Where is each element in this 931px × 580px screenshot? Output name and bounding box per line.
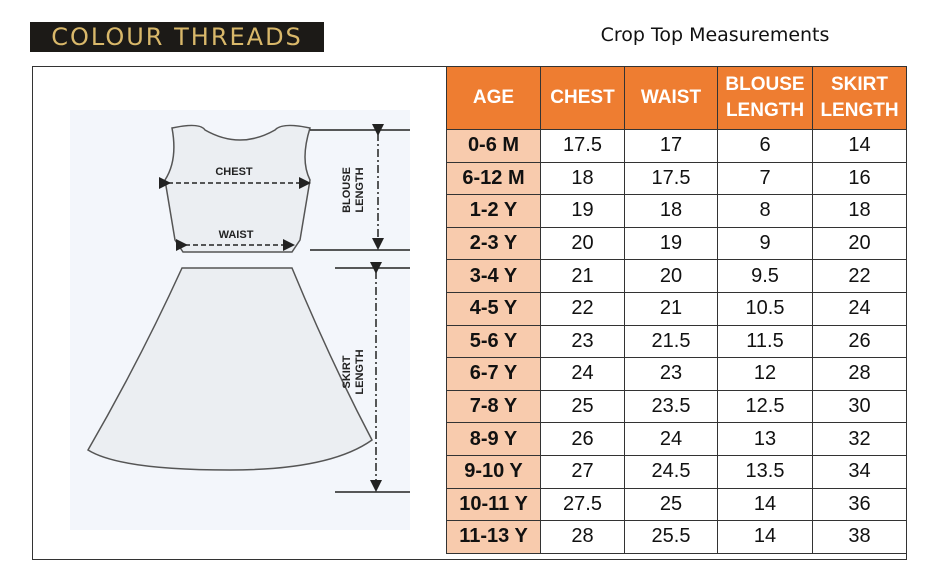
header-cell: WAIST: [624, 66, 718, 130]
measurement-cell: 22: [540, 291, 625, 326]
skirt-shape: [86, 267, 373, 471]
table-row: 6-12 M 18 17.5 7 16: [446, 161, 907, 196]
measurement-cell: 20: [540, 226, 625, 261]
measurement-cell: 28: [812, 357, 907, 391]
table-row: 4-5 Y 22 21 10.5 24: [446, 291, 907, 326]
measurement-cell: 16: [812, 161, 907, 196]
age-cell: 6-12 M: [446, 161, 541, 196]
table-row: 7-8 Y 25 23.5 12.5 30: [446, 389, 907, 424]
brand-logo: COLOUR THREADS: [30, 22, 324, 52]
table-row: 0-6 M 17.5 17 6 14: [446, 129, 907, 163]
measurement-cell: 13: [717, 422, 813, 456]
measurement-cell: 26: [812, 324, 907, 359]
table-row: 2-3 Y 20 19 9 20: [446, 226, 907, 261]
measurement-cell: 18: [812, 194, 907, 228]
skirt-length-label: LENGTH: [354, 349, 366, 394]
measurement-cell: 38: [812, 520, 907, 554]
measurement-cell: 34: [812, 454, 907, 489]
measurement-cell: 18: [540, 161, 625, 196]
header-cell: SKIRT LENGTH: [812, 66, 907, 130]
chest-label: CHEST: [215, 166, 253, 178]
measurement-cell: 23.5: [624, 389, 718, 424]
measurement-cell: 12.5: [717, 389, 813, 424]
measurement-cell: 17.5: [540, 129, 625, 163]
measurement-cell: 13.5: [717, 454, 813, 489]
age-cell: 8-9 Y: [446, 422, 541, 456]
measurement-cell: 14: [717, 487, 813, 522]
measurement-cell: 14: [812, 129, 907, 163]
header-cell: AGE: [446, 66, 541, 130]
measurement-cell: 11.5: [717, 324, 813, 359]
table-row: 8-9 Y 26 24 13 32: [446, 422, 907, 456]
age-cell: 2-3 Y: [446, 226, 541, 261]
measurement-cell: 9: [717, 226, 813, 261]
blouse-length-label: LENGTH: [354, 167, 366, 212]
measurement-cell: 36: [812, 487, 907, 522]
header-cell: BLOUSE LENGTH: [717, 66, 813, 130]
header-cell: CHEST: [540, 66, 625, 130]
measurement-cell: 21.5: [624, 324, 718, 359]
measurement-cell: 21: [540, 259, 625, 293]
measurement-cell: 25.5: [624, 520, 718, 554]
measurement-cell: 21: [624, 291, 718, 326]
age-cell: 0-6 M: [446, 129, 541, 163]
age-cell: 4-5 Y: [446, 291, 541, 326]
age-cell: 7-8 Y: [446, 389, 541, 424]
size-table: AGE CHEST WAIST BLOUSE LENGTH SKIRT LENGTH 0…: [446, 66, 907, 554]
age-cell: 1-2 Y: [446, 194, 541, 228]
measurement-cell: 19: [624, 226, 718, 261]
measurement-cell: 22: [812, 259, 907, 293]
table-row: 5-6 Y 23 21.5 11.5 26: [446, 324, 907, 359]
measurement-cell: 19: [540, 194, 625, 228]
measurement-cell: 7: [717, 161, 813, 196]
age-cell: 5-6 Y: [446, 324, 541, 359]
dress-diagram: CHEST WAIST BLOUSE LENGTH SKIRT LENGTH: [70, 110, 410, 530]
measurement-cell: 17: [624, 129, 718, 163]
measurement-cell: 14: [717, 520, 813, 554]
measurement-cell: 30: [812, 389, 907, 424]
header-row: AGE CHEST WAIST BLOUSE LENGTH SKIRT LENGTH: [446, 66, 907, 130]
measurement-cell: 24: [812, 291, 907, 326]
blouse-length-label: BLOUSE: [341, 167, 353, 213]
table-row: 11-13 Y 28 25.5 14 38: [446, 520, 907, 554]
age-cell: 6-7 Y: [446, 357, 541, 391]
table-row: 3-4 Y 21 20 9.5 22: [446, 259, 907, 293]
measurement-cell: 8: [717, 194, 813, 228]
measurement-cell: 24: [624, 422, 718, 456]
measurement-cell: 23: [540, 324, 625, 359]
table-body: 0-6 M 17.5 17 6 14 6-12 M 18 17.5 7 16 1-2 Y 19 18 8 1…: [446, 129, 907, 554]
measurement-cell: 12: [717, 357, 813, 391]
table-row: 1-2 Y 19 18 8 18: [446, 194, 907, 228]
page-title: Crop Top Measurements: [600, 24, 830, 46]
measurement-cell: 27.5: [540, 487, 625, 522]
age-cell: 11-13 Y: [446, 520, 541, 554]
dimension-lines: [159, 124, 410, 493]
measurement-cell: 17.5: [624, 161, 718, 196]
table-row: 9-10 Y 27 24.5 13.5 34: [446, 454, 907, 489]
age-cell: 10-11 Y: [446, 487, 541, 522]
measurement-cell: 27: [540, 454, 625, 489]
table-row: 10-11 Y 27.5 25 14 36: [446, 487, 907, 522]
measurement-cell: 24: [540, 357, 625, 391]
measurement-cell: 20: [624, 259, 718, 293]
table-row: 6-7 Y 24 23 12 28: [446, 357, 907, 391]
measurement-cell: 25: [540, 389, 625, 424]
skirt-length-label: SKIRT: [341, 355, 353, 388]
measurement-cell: 32: [812, 422, 907, 456]
waist-label: WAIST: [219, 229, 254, 241]
measurement-cell: 23: [624, 357, 718, 391]
age-cell: 9-10 Y: [446, 454, 541, 489]
measurement-cell: 26: [540, 422, 625, 456]
measurement-cell: 6: [717, 129, 813, 163]
measurement-cell: 20: [812, 226, 907, 261]
measurement-cell: 18: [624, 194, 718, 228]
age-cell: 3-4 Y: [446, 259, 541, 293]
measurement-cell: 28: [540, 520, 625, 554]
measurement-cell: 25: [624, 487, 718, 522]
measurement-cell: 10.5: [717, 291, 813, 326]
measurement-cell: 24.5: [624, 454, 718, 489]
measurement-cell: 9.5: [717, 259, 813, 293]
